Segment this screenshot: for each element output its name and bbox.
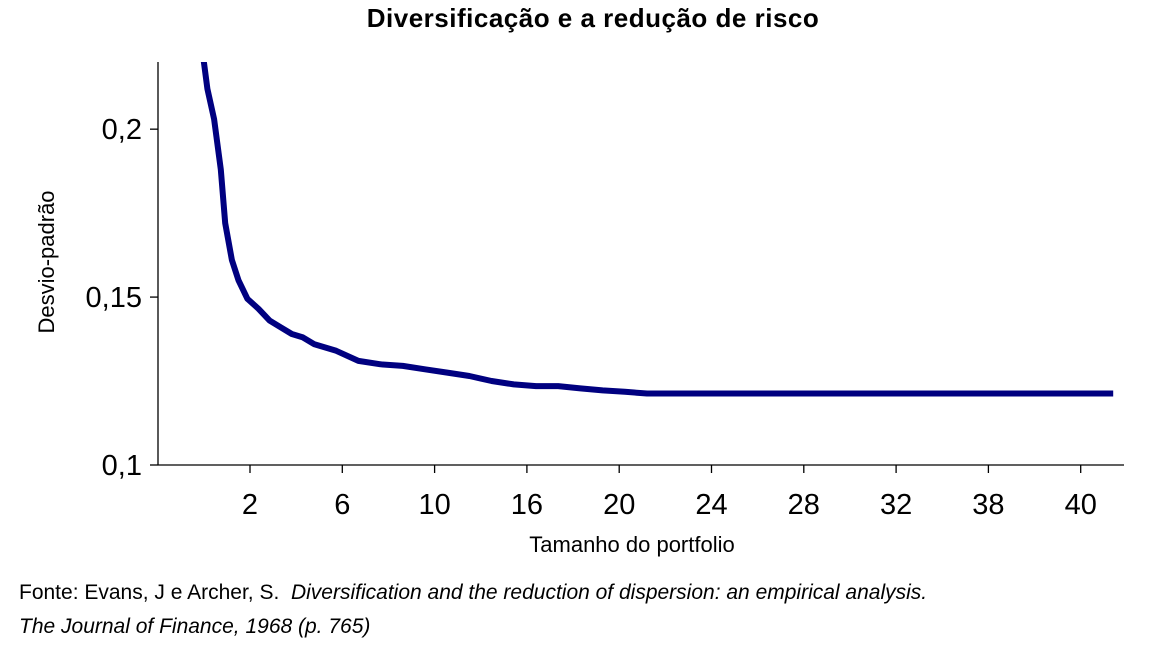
series-line-1 xyxy=(200,62,1114,397)
x-tick-label: 16 xyxy=(511,489,543,521)
x-tick-label: 32 xyxy=(880,489,912,521)
axes xyxy=(157,62,1124,466)
x-axis-label: Tamanho do portfolio xyxy=(529,532,734,557)
y-tick-label: 0,2 xyxy=(102,114,142,146)
x-tick-label: 10 xyxy=(418,489,450,521)
x-tick-label: 2 xyxy=(242,489,258,521)
x-tick-label: 28 xyxy=(788,489,820,521)
x-tick-label: 6 xyxy=(334,489,350,521)
y-axis-label: Desvio-padrão xyxy=(34,190,59,333)
x-tick-label: 38 xyxy=(972,489,1004,521)
y-tick-label: 0,1 xyxy=(102,450,142,482)
series-layer xyxy=(200,62,1114,397)
source-prefix: Fonte: Evans, J e Archer, S. xyxy=(19,581,280,604)
source-citation-line1: Diversification and the reduction of dis… xyxy=(290,581,928,604)
y-axis-ticks: 0,1 0,15 0,2 xyxy=(86,114,158,482)
x-axis-ticks: 2 6 10 16 20 24 28 32 38 40 xyxy=(242,465,1097,521)
line-chart: 0,1 0,15 0,2 2 6 10 16 20 24 28 32 38 40 Tamanho do… xyxy=(34,62,1124,557)
y-tick-label: 0,15 xyxy=(86,282,142,314)
source-citation-line2: The Journal of Finance, 1968 (p. 765) xyxy=(19,615,371,638)
x-tick-label: 40 xyxy=(1065,489,1097,521)
x-tick-label: 24 xyxy=(695,489,727,521)
source-note: Fonte: Evans, J e Archer, S. Diversifica… xyxy=(19,576,1159,644)
chart-title: Diversificação e a redução de risco xyxy=(366,3,820,33)
x-tick-label: 20 xyxy=(603,489,635,521)
